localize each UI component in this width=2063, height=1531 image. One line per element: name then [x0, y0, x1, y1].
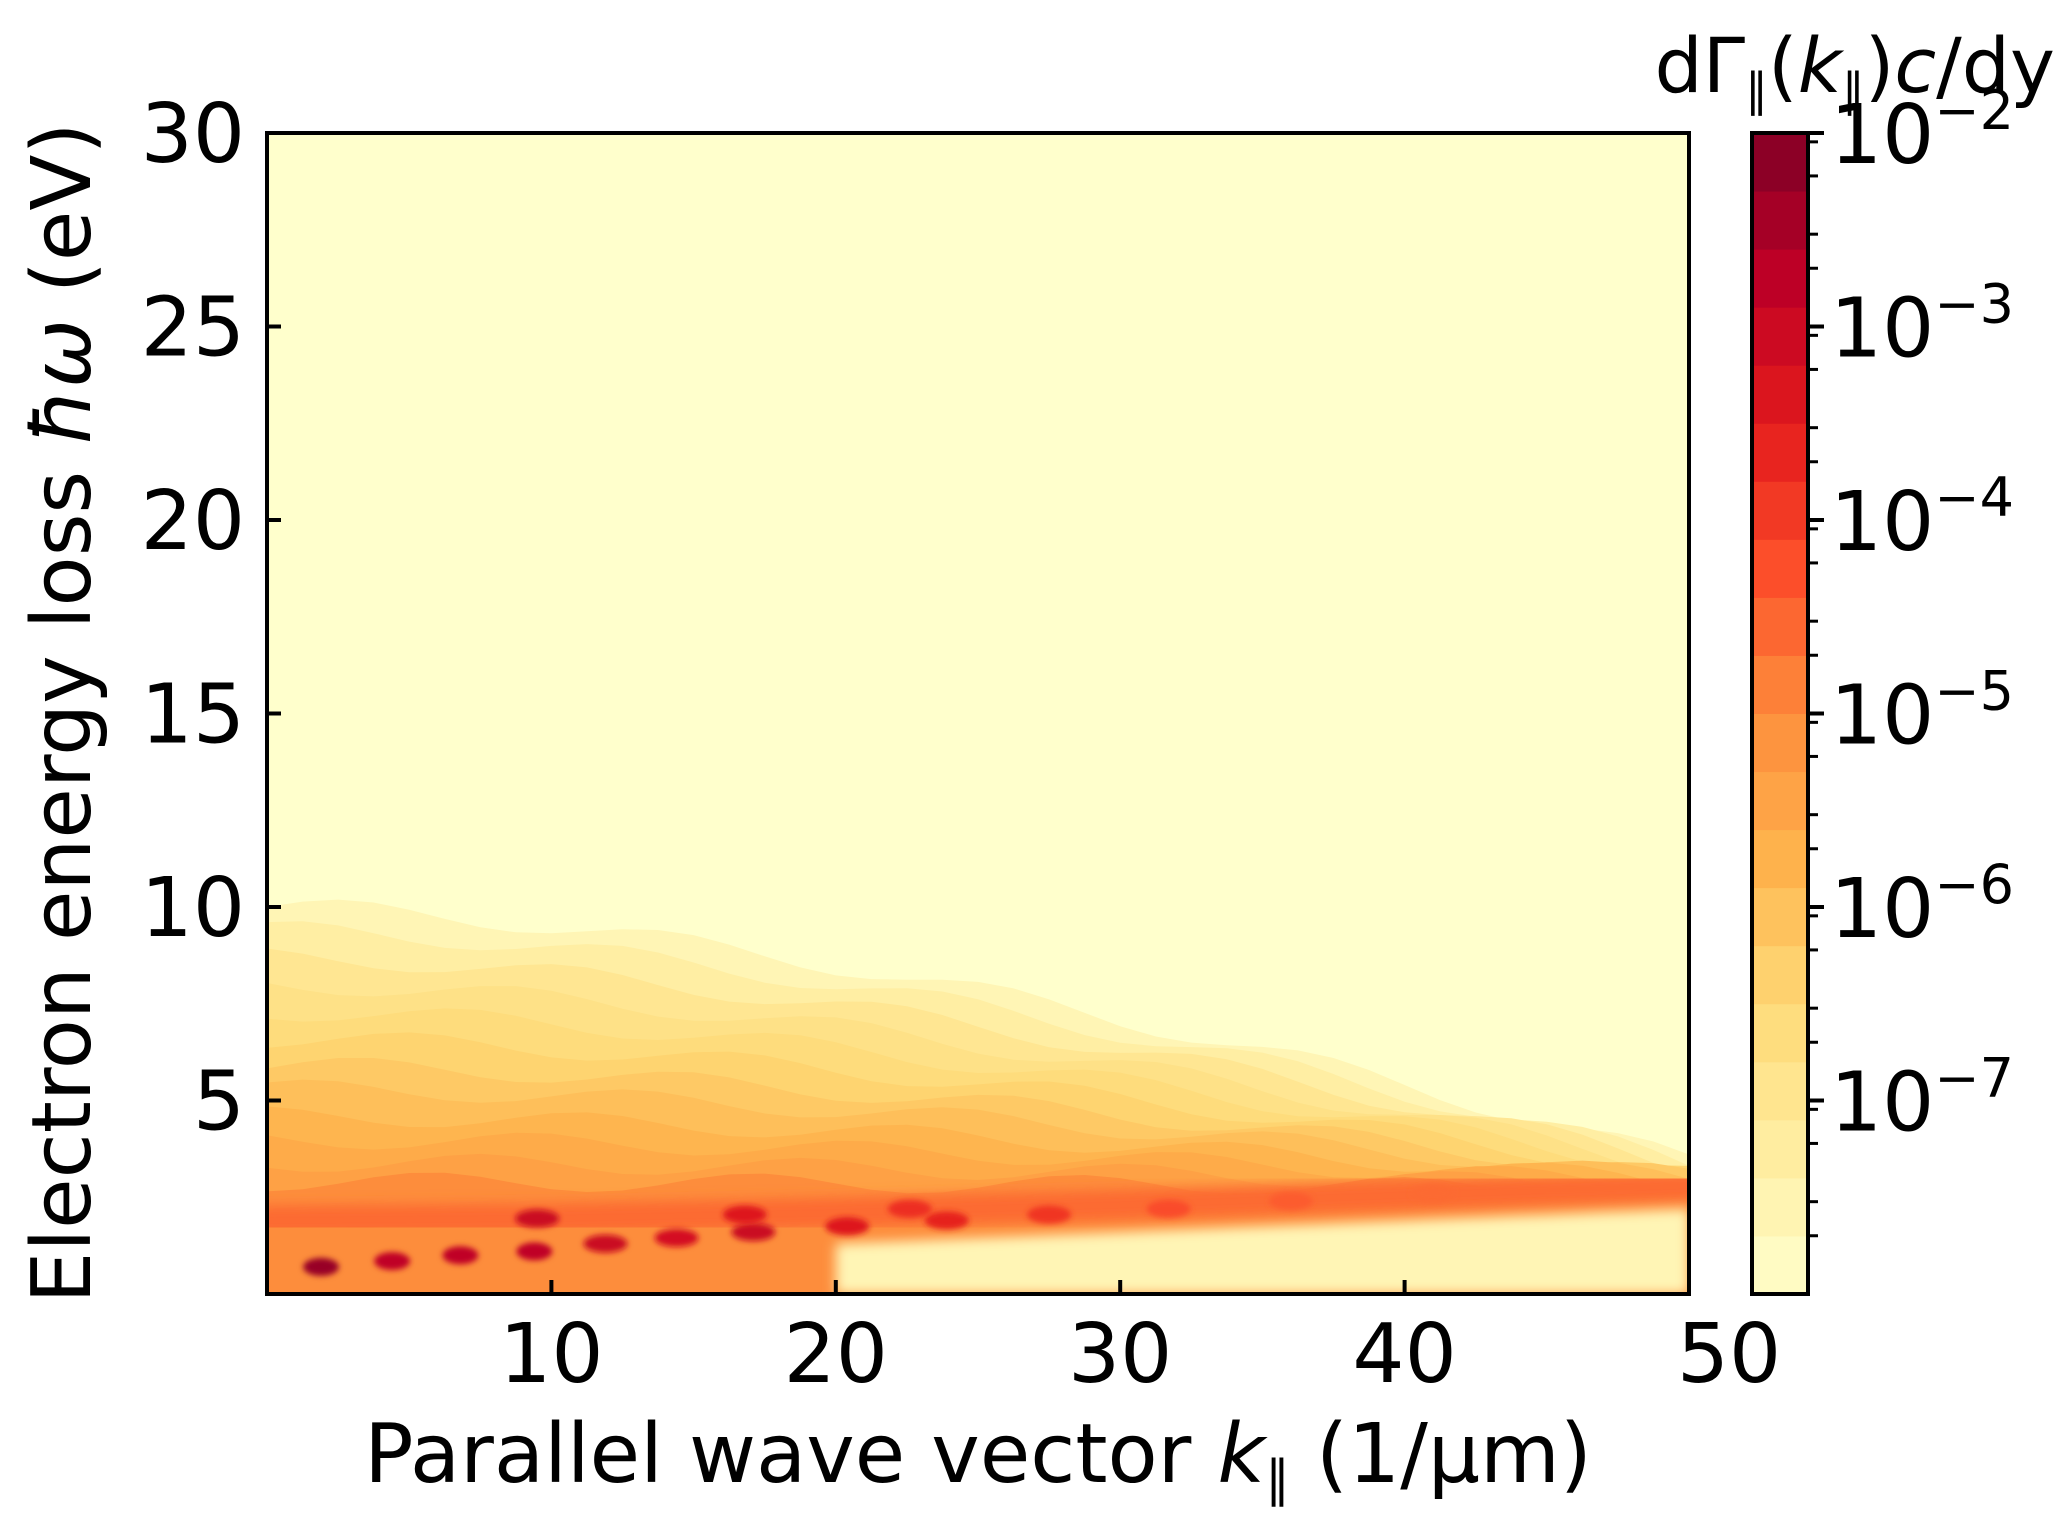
y-axis-label: Electron energy loss ħω (eV) — [15, 123, 110, 1304]
loss-peak — [303, 1257, 340, 1276]
x-tick-label: 20 — [784, 1307, 888, 1402]
y-tick-label: 25 — [141, 281, 245, 376]
loss-peak — [1027, 1205, 1072, 1224]
loss-peak — [1268, 1192, 1313, 1211]
low-loss-region — [835, 1208, 1689, 1294]
colorbar-level — [1752, 481, 1808, 540]
colorbar: 10−2 10−3 10−4 10−5 10−6 10−7 dΓ∥(k∥)c/dy — [1654, 21, 2055, 1296]
x-tick-label: 10 — [499, 1307, 603, 1402]
loss-peak — [374, 1252, 411, 1271]
y-tick-label: 10 — [141, 861, 245, 956]
loss-peak — [924, 1211, 969, 1230]
colorbar-level — [1752, 191, 1808, 250]
colorbar-label: dΓ∥(k∥)c/dy — [1654, 21, 2055, 117]
loss-peak — [442, 1246, 479, 1265]
y-tick-label: 15 — [141, 668, 245, 763]
loss-peak — [1146, 1199, 1191, 1218]
colorbar-level — [1752, 1177, 1808, 1237]
loss-peak — [722, 1205, 767, 1224]
colorbar-tick-label: 10−7 — [1830, 1047, 2014, 1151]
colorbar-level — [1752, 1235, 1808, 1295]
colorbar-level — [1752, 771, 1808, 831]
y-tick-label: 5 — [193, 1055, 245, 1150]
loss-peak — [654, 1228, 699, 1247]
colorbar-ticks: 10−2 10−3 10−4 10−5 10−6 10−7 — [1808, 79, 2014, 1238]
colorbar-level — [1752, 887, 1808, 947]
x-tick-label: 40 — [1352, 1307, 1456, 1402]
x-tick-label: 30 — [1068, 1307, 1172, 1402]
colorbar-level — [1752, 423, 1808, 482]
colorbar-level — [1752, 1003, 1808, 1063]
colorbar-tick-label: 10−3 — [1830, 273, 2014, 377]
y-axis-ticks: 5 10 15 20 25 30 — [141, 87, 281, 1150]
y-tick-label: 30 — [141, 87, 245, 182]
colorbar-level — [1752, 539, 1808, 598]
loss-peak — [825, 1217, 870, 1236]
loss-peak — [515, 1209, 560, 1228]
colorbar-level — [1752, 597, 1808, 656]
colorbar-level — [1752, 307, 1808, 366]
colorbar-level — [1752, 249, 1808, 308]
colorbar-level — [1752, 1061, 1808, 1121]
y-tick-label: 20 — [141, 474, 245, 569]
x-axis-label: Parallel wave vector k∥ (1/μm) — [364, 1407, 1592, 1508]
loss-peak — [583, 1234, 628, 1253]
x-tick-label: 50 — [1677, 1307, 1781, 1402]
colorbar-level — [1752, 1119, 1808, 1179]
colorbar-level — [1752, 829, 1808, 889]
loss-peak — [516, 1242, 553, 1261]
heatmap-layer — [267, 899, 1689, 1294]
colorbar-level — [1752, 133, 1808, 192]
colorbar-tick-label: 10−5 — [1830, 660, 2014, 764]
x-axis-ticks: 10 20 30 40 50 — [499, 1280, 1781, 1402]
colorbar-level — [1752, 713, 1808, 773]
colorbar-bands — [1752, 133, 1808, 1295]
colorbar-tick-label: 10−2 — [1830, 79, 2014, 183]
colorbar-tick-label: 10−4 — [1830, 466, 2014, 570]
loss-peak — [1411, 1184, 1456, 1203]
colorbar-level — [1752, 655, 1808, 714]
colorbar-tick-label: 10−6 — [1830, 853, 2014, 957]
loss-peak — [887, 1199, 932, 1218]
colorbar-level — [1752, 945, 1808, 1005]
colorbar-level — [1752, 365, 1808, 424]
loss-peak — [731, 1223, 776, 1242]
